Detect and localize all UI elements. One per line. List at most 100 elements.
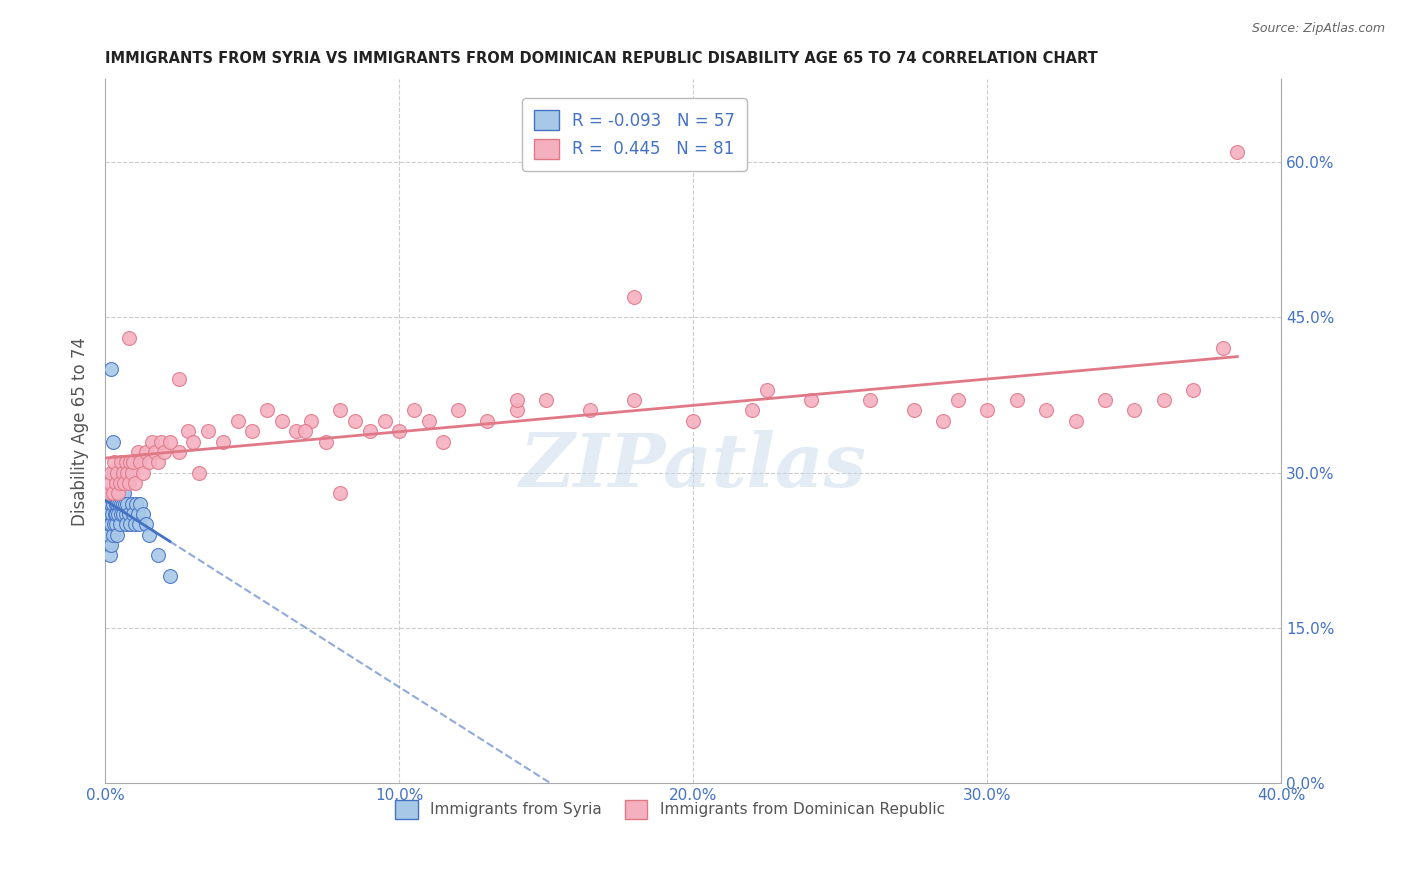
Point	[114, 497, 136, 511]
Point	[859, 393, 882, 408]
Point	[132, 507, 155, 521]
Point	[108, 517, 131, 532]
Point	[103, 455, 125, 469]
Point	[112, 507, 135, 521]
Point	[135, 445, 157, 459]
Point	[121, 497, 143, 511]
Point	[240, 424, 263, 438]
Point	[112, 475, 135, 490]
Point	[1005, 393, 1028, 408]
Point	[183, 434, 205, 449]
Point	[755, 383, 778, 397]
Point	[103, 497, 125, 511]
Legend: Immigrants from Syria, Immigrants from Dominican Republic: Immigrants from Syria, Immigrants from D…	[388, 794, 950, 825]
Point	[121, 466, 143, 480]
Point	[108, 497, 131, 511]
Text: ZIPatlas: ZIPatlas	[520, 430, 866, 502]
Point	[176, 424, 198, 438]
Point	[388, 424, 411, 438]
Point	[128, 517, 150, 532]
Point	[402, 403, 425, 417]
Point	[105, 507, 128, 521]
Text: IMMIGRANTS FROM SYRIA VS IMMIGRANTS FROM DOMINICAN REPUBLIC DISABILITY AGE 65 TO: IMMIGRANTS FROM SYRIA VS IMMIGRANTS FROM…	[105, 51, 1098, 66]
Point	[143, 445, 166, 459]
Point	[107, 507, 129, 521]
Point	[100, 538, 122, 552]
Point	[146, 549, 169, 563]
Point	[132, 466, 155, 480]
Point	[374, 414, 396, 428]
Point	[108, 466, 131, 480]
Point	[127, 507, 149, 521]
Point	[167, 445, 190, 459]
Point	[536, 393, 558, 408]
Point	[111, 497, 134, 511]
Point	[447, 403, 470, 417]
Point	[129, 455, 152, 469]
Point	[682, 414, 704, 428]
Point	[103, 517, 125, 532]
Point	[1226, 145, 1249, 159]
Point	[270, 414, 292, 428]
Point	[315, 434, 337, 449]
Point	[101, 486, 124, 500]
Point	[97, 527, 120, 541]
Point	[800, 393, 823, 408]
Point	[97, 517, 120, 532]
Point	[124, 475, 146, 490]
Point	[100, 517, 122, 532]
Point	[97, 486, 120, 500]
Point	[120, 455, 142, 469]
Point	[108, 486, 131, 500]
Point	[114, 507, 136, 521]
Point	[107, 486, 129, 500]
Point	[946, 393, 969, 408]
Point	[97, 538, 120, 552]
Point	[344, 414, 367, 428]
Point	[104, 507, 127, 521]
Point	[101, 486, 124, 500]
Point	[506, 393, 529, 408]
Point	[129, 497, 152, 511]
Point	[114, 455, 136, 469]
Point	[115, 517, 138, 532]
Point	[1182, 383, 1205, 397]
Point	[100, 507, 122, 521]
Point	[124, 517, 146, 532]
Point	[741, 403, 763, 417]
Point	[226, 414, 249, 428]
Point	[108, 475, 131, 490]
Point	[138, 455, 160, 469]
Point	[112, 486, 135, 500]
Point	[623, 393, 645, 408]
Point	[110, 455, 132, 469]
Point	[105, 475, 128, 490]
Point	[117, 466, 139, 480]
Point	[432, 434, 454, 449]
Point	[1212, 342, 1234, 356]
Point	[105, 527, 128, 541]
Point	[159, 434, 181, 449]
Point	[96, 497, 118, 511]
Point	[146, 455, 169, 469]
Point	[299, 414, 322, 428]
Point	[329, 403, 352, 417]
Point	[101, 434, 124, 449]
Point	[107, 486, 129, 500]
Point	[159, 569, 181, 583]
Point	[359, 424, 381, 438]
Point	[167, 372, 190, 386]
Point	[188, 466, 211, 480]
Point	[105, 466, 128, 480]
Point	[101, 527, 124, 541]
Text: Source: ZipAtlas.com: Source: ZipAtlas.com	[1251, 22, 1385, 36]
Point	[1153, 393, 1175, 408]
Point	[98, 475, 121, 490]
Point	[418, 414, 440, 428]
Point	[197, 424, 219, 438]
Y-axis label: Disability Age 65 to 74: Disability Age 65 to 74	[72, 337, 89, 525]
Point	[111, 486, 134, 500]
Point	[138, 527, 160, 541]
Point	[329, 486, 352, 500]
Point	[976, 403, 998, 417]
